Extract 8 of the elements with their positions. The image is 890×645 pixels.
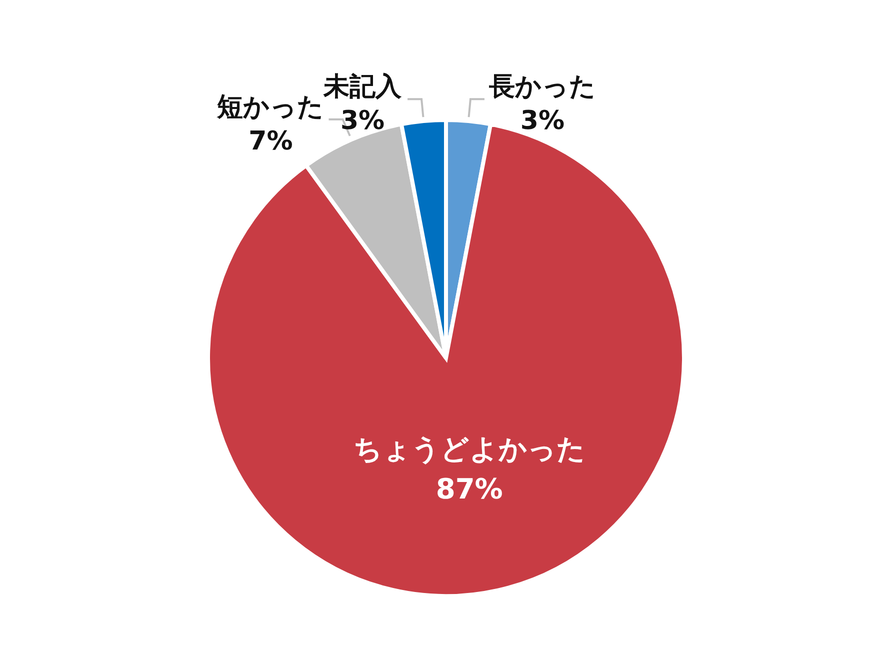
data-label: 3% bbox=[340, 106, 385, 136]
data-label: 3% bbox=[520, 106, 565, 136]
data-label: 87% bbox=[436, 472, 503, 506]
slice-label: 長かった bbox=[488, 72, 596, 102]
slice-label: 短かった bbox=[216, 92, 324, 122]
slice-label: 未記入 bbox=[322, 72, 403, 102]
slice-label: ちょうどよかった bbox=[353, 432, 586, 466]
data-label: 7% bbox=[248, 126, 293, 156]
